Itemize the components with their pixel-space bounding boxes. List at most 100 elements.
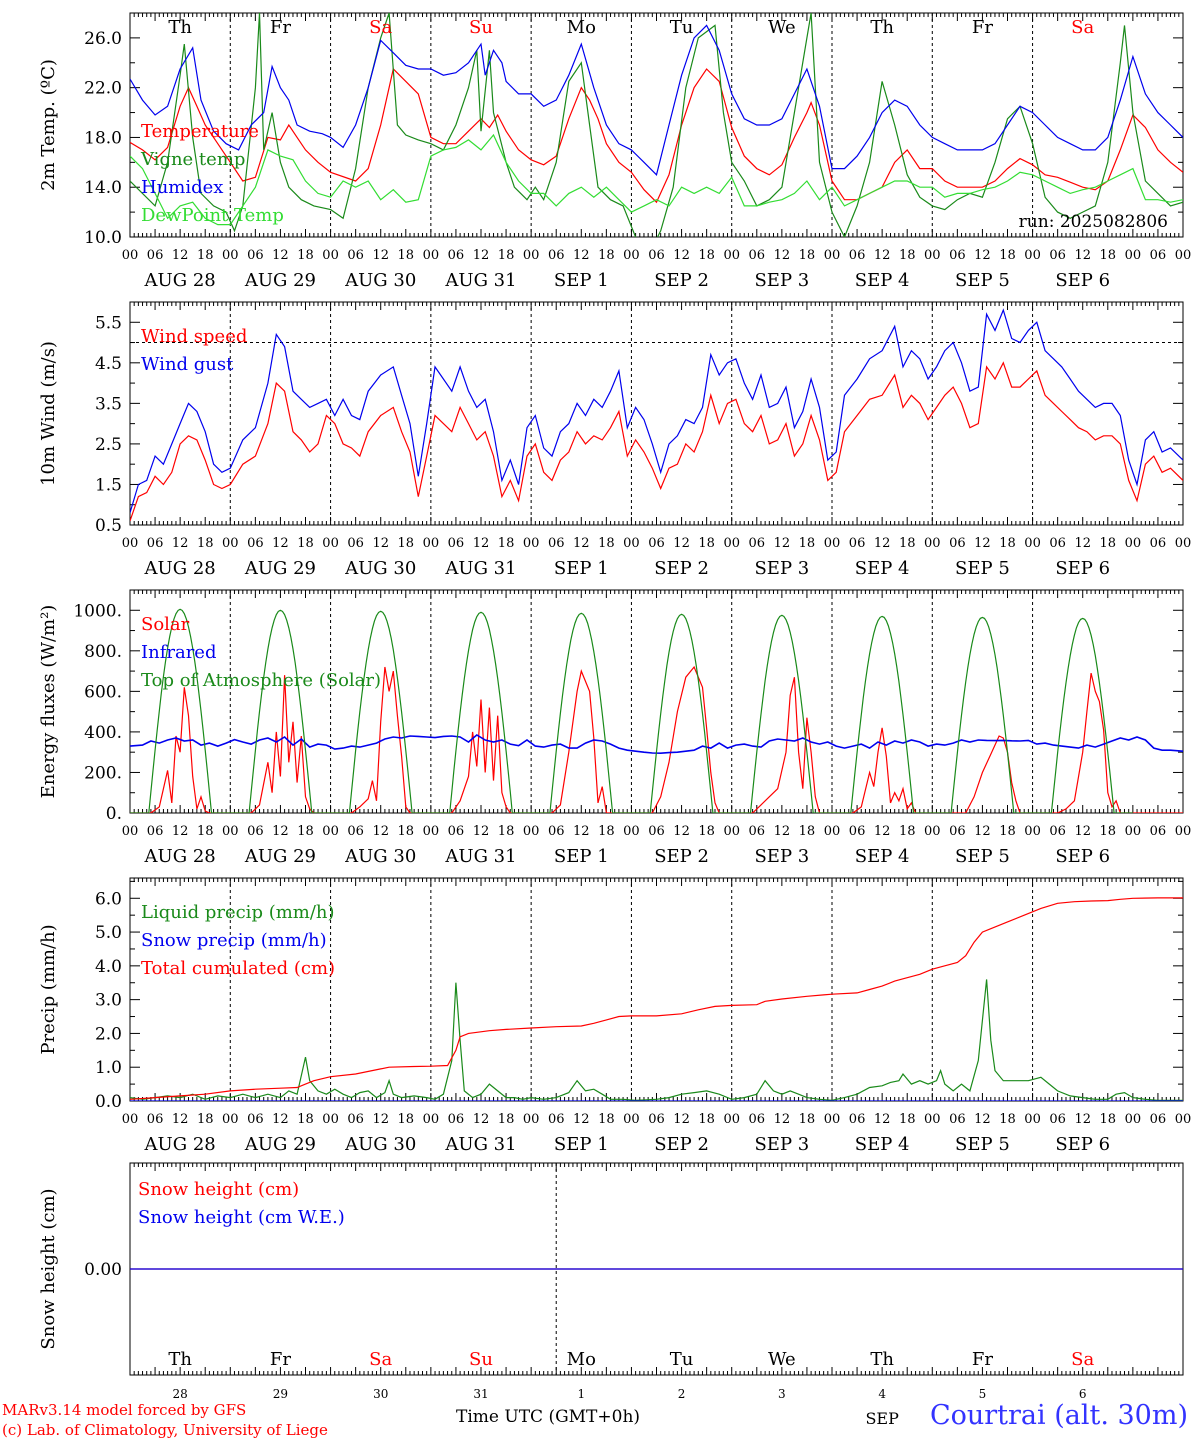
hour-tick-label: 12 bbox=[774, 1112, 791, 1127]
legend-entry: Vigne temp bbox=[140, 149, 245, 170]
date-label: SEP 3 bbox=[754, 558, 809, 579]
legend-entry: Snow height (cm W.E.) bbox=[138, 1207, 345, 1228]
hour-tick-label: 00 bbox=[824, 248, 841, 263]
hour-tick-label: 00 bbox=[523, 824, 540, 839]
date-label: SEP 1 bbox=[554, 1134, 609, 1155]
y-axis-label: 10m Wind (m/s) bbox=[38, 341, 59, 486]
day-number-label: 4 bbox=[878, 1387, 886, 1401]
date-label: AUG 28 bbox=[144, 846, 216, 867]
hour-tick-label: 06 bbox=[548, 1112, 565, 1127]
hour-tick-label: 12 bbox=[272, 1112, 289, 1127]
hour-tick-label: 06 bbox=[648, 824, 665, 839]
date-label: AUG 30 bbox=[344, 1134, 416, 1155]
hour-tick-label: 06 bbox=[147, 536, 164, 551]
hour-tick-label: 18 bbox=[1100, 1112, 1117, 1127]
hour-tick-label: 06 bbox=[247, 536, 264, 551]
hour-tick-label: 18 bbox=[598, 248, 615, 263]
legend-entry: Liquid precip (mm/h) bbox=[141, 902, 335, 923]
lab-credit: (c) Lab. of Climatology, University of L… bbox=[2, 1421, 328, 1439]
date-label: AUG 31 bbox=[444, 558, 516, 579]
hour-tick-label: 00 bbox=[824, 824, 841, 839]
hour-tick-label: 06 bbox=[247, 1112, 264, 1127]
series-line-liquid-precip-mm-h- bbox=[130, 979, 1183, 1101]
run-label: run: 2025082806 bbox=[1019, 212, 1168, 232]
hour-tick-label: 18 bbox=[598, 1112, 615, 1127]
y-axis-label: Precip (mm/h) bbox=[38, 924, 59, 1054]
y-tick-label: 0.0 bbox=[95, 1092, 122, 1112]
hour-tick-label: 18 bbox=[297, 824, 314, 839]
hour-tick-label: 12 bbox=[172, 248, 189, 263]
date-label: SEP 6 bbox=[1055, 846, 1110, 867]
day-number-label: 29 bbox=[273, 1387, 288, 1401]
hour-tick-label: 00 bbox=[924, 824, 941, 839]
hour-tick-label: 12 bbox=[874, 248, 891, 263]
weekday-label: We bbox=[768, 1349, 796, 1370]
hour-tick-label: 12 bbox=[473, 248, 490, 263]
date-label: SEP 5 bbox=[955, 1134, 1010, 1155]
hour-tick-label: 00 bbox=[222, 248, 239, 263]
hour-tick-label: 18 bbox=[297, 1112, 314, 1127]
y-axis-label: 2m Temp. (ºC) bbox=[38, 59, 59, 191]
date-label: SEP 4 bbox=[855, 1134, 910, 1155]
hour-tick-label: 12 bbox=[774, 824, 791, 839]
hour-tick-label: 12 bbox=[874, 536, 891, 551]
hour-tick-label: 06 bbox=[1150, 1112, 1167, 1127]
hour-tick-label: 12 bbox=[172, 1112, 189, 1127]
hour-tick-label: 12 bbox=[1074, 1112, 1091, 1127]
hour-tick-label: 06 bbox=[648, 1112, 665, 1127]
day-number-label: 2 bbox=[678, 1387, 686, 1401]
date-label: AUG 28 bbox=[144, 1134, 216, 1155]
hour-tick-label: 00 bbox=[623, 824, 640, 839]
series-line-total-cumulated-cm- bbox=[130, 897, 1183, 1100]
hour-tick-label: 12 bbox=[974, 248, 991, 263]
hour-tick-label: 18 bbox=[297, 248, 314, 263]
hour-tick-label: 18 bbox=[197, 1112, 214, 1127]
hour-tick-label: 06 bbox=[1049, 536, 1066, 551]
series-line-solar bbox=[130, 665, 1183, 813]
date-label: SEP 6 bbox=[1055, 270, 1110, 291]
date-label: AUG 30 bbox=[344, 846, 416, 867]
hour-tick-label: 12 bbox=[974, 824, 991, 839]
hour-tick-label: 12 bbox=[272, 824, 289, 839]
y-tick-label: 14.0 bbox=[84, 178, 122, 198]
y-tick-label: 3.0 bbox=[95, 991, 122, 1011]
hour-tick-label: 18 bbox=[899, 536, 916, 551]
hour-tick-label: 06 bbox=[849, 1112, 866, 1127]
legend-entry: DewPoint Temp bbox=[141, 205, 284, 226]
legend-entry: Humidex bbox=[141, 177, 223, 198]
hour-tick-label: 12 bbox=[874, 824, 891, 839]
hour-tick-label: 18 bbox=[799, 824, 816, 839]
hour-tick-label: 00 bbox=[322, 1112, 339, 1127]
y-tick-label: 400. bbox=[84, 723, 122, 743]
hour-tick-label: 06 bbox=[347, 248, 364, 263]
hour-tick-label: 06 bbox=[448, 1112, 465, 1127]
date-label: AUG 29 bbox=[244, 558, 316, 579]
weekday-label: Th bbox=[870, 17, 894, 38]
hour-tick-label: 00 bbox=[924, 248, 941, 263]
hour-tick-label: 00 bbox=[1024, 1112, 1041, 1127]
day-number-label: 28 bbox=[173, 1387, 188, 1401]
hour-tick-label: 06 bbox=[247, 248, 264, 263]
hour-tick-label: 00 bbox=[723, 1112, 740, 1127]
y-tick-label: 1.5 bbox=[95, 475, 122, 495]
hour-tick-label: 00 bbox=[322, 536, 339, 551]
hour-tick-label: 18 bbox=[498, 536, 515, 551]
x-axis-title: Time UTC (GMT+0h) bbox=[456, 1407, 641, 1427]
day-number-label: 31 bbox=[473, 1387, 488, 1401]
date-label: SEP 5 bbox=[955, 846, 1010, 867]
series-group bbox=[130, 308, 1183, 522]
hour-tick-label: 06 bbox=[448, 536, 465, 551]
legend-entry: Total cumulated (cm) bbox=[141, 958, 335, 979]
hour-tick-label: 18 bbox=[799, 248, 816, 263]
hour-tick-label: 18 bbox=[398, 824, 415, 839]
hour-tick-label: 18 bbox=[197, 824, 214, 839]
hour-tick-label: 06 bbox=[1150, 248, 1167, 263]
date-label: SEP 1 bbox=[554, 846, 609, 867]
hour-tick-label: 00 bbox=[322, 824, 339, 839]
hour-tick-label: 06 bbox=[949, 824, 966, 839]
series-line-dewpoint-temp bbox=[130, 133, 1183, 226]
hour-tick-label: 00 bbox=[122, 248, 139, 263]
hour-tick-label: 18 bbox=[1100, 536, 1117, 551]
series-group bbox=[130, 897, 1183, 1101]
hour-tick-label: 12 bbox=[372, 824, 389, 839]
